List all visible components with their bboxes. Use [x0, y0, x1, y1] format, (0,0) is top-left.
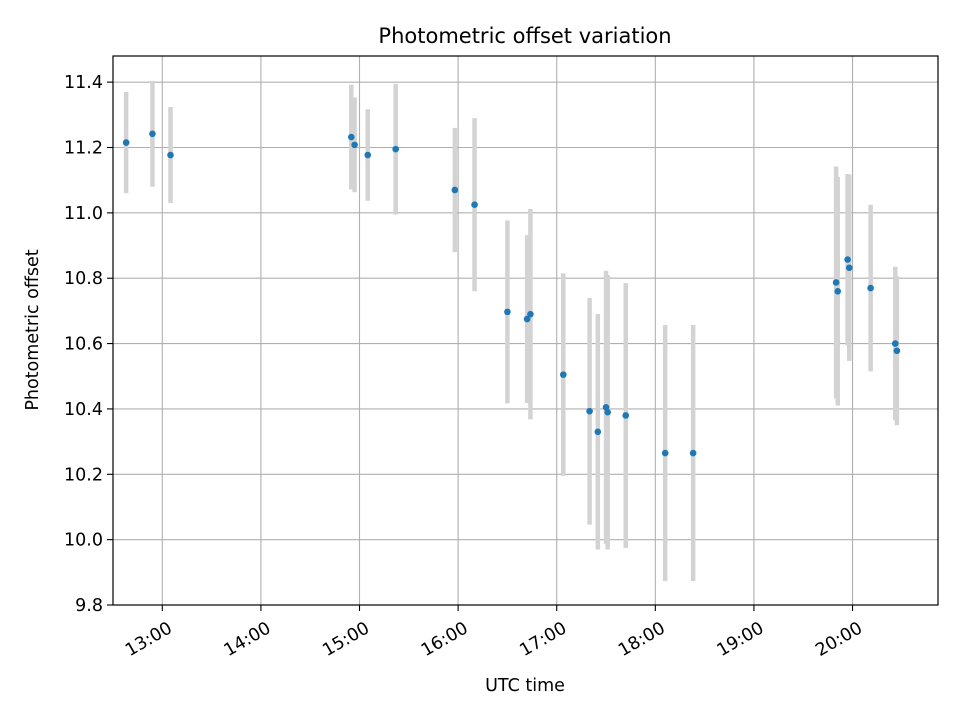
data-point: [661, 449, 669, 457]
data-points: [122, 130, 901, 457]
y-tick-label: 11.0: [64, 204, 103, 224]
data-point: [844, 256, 851, 263]
data-point: [347, 133, 355, 141]
data-point: [527, 310, 534, 318]
data-point: [867, 284, 874, 292]
data-point: [891, 340, 899, 347]
data-point: [559, 371, 567, 378]
y-axis-label: Photometric offset: [23, 249, 43, 410]
data-point: [832, 279, 840, 286]
y-tick-label: 9.8: [75, 596, 103, 616]
data-point: [149, 130, 156, 138]
data-point: [167, 151, 174, 159]
data-point: [604, 408, 611, 416]
data-point: [392, 145, 399, 153]
data-point: [834, 287, 842, 295]
data-point: [364, 151, 372, 159]
y-axis-ticks: 9.8 10.0 10.2 10.4 10.6 10.8 11.0 11.2 11.4: [64, 73, 113, 616]
data-point: [451, 186, 459, 194]
data-point: [122, 139, 130, 146]
y-tick-label: 11.2: [64, 139, 103, 159]
data-point: [893, 347, 901, 355]
y-tick-label: 10.0: [64, 531, 103, 551]
data-point: [689, 449, 697, 457]
y-tick-label: 10.4: [64, 400, 103, 420]
y-tick-label: 10.8: [64, 269, 103, 289]
data-point: [586, 407, 593, 415]
data-point: [523, 315, 531, 323]
data-point: [504, 308, 511, 316]
axes-frame: [112, 55, 939, 606]
y-tick-label: 10.6: [64, 335, 103, 355]
data-point: [351, 141, 358, 149]
y-tick-label: 11.4: [64, 73, 103, 93]
data-point: [622, 412, 630, 419]
y-tick-label: 10.2: [64, 465, 103, 485]
chart-title: Photometric offset variation: [378, 24, 671, 48]
data-point: [845, 264, 853, 272]
data-point: [471, 201, 478, 208]
data-point: [594, 428, 602, 436]
x-axis-label: UTC time: [485, 676, 565, 696]
